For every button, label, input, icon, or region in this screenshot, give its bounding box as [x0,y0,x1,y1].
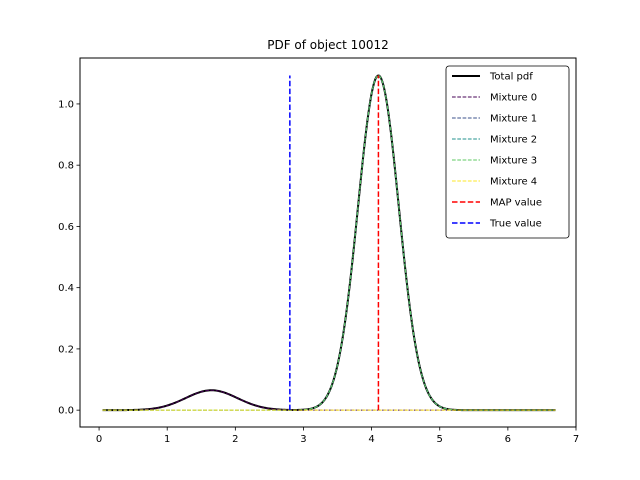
y-tick-label: 0.2 [58,344,74,355]
legend-label-mixture-3: Mixture 3 [490,156,537,167]
legend-label-mixture-2: Mixture 2 [490,135,537,146]
chart-title: PDF of object 10012 [267,38,389,52]
y-axis: 0.0 0.2 0.4 0.6 0.8 1.0 [58,99,80,417]
legend-label-map-value: MAP value [490,198,542,209]
legend-label-mixture-0: Mixture 0 [490,93,537,104]
y-tick-label: 0.0 [58,406,74,417]
y-tick-label: 1.0 [58,99,74,110]
x-tick-label: 5 [437,434,443,445]
legend: Total pdf Mixture 0 Mixture 1 Mixture 2 Mixt… [445,65,570,239]
axes-frame [79,57,577,428]
legend-label-total-pdf: Total pdf [489,72,533,83]
legend-box [445,65,570,239]
legend-label-mixture-1: Mixture 1 [490,114,537,125]
x-tick-label: 7 [573,434,579,445]
y-tick-label: 0.6 [58,222,74,233]
x-tick-label: 3 [300,434,306,445]
x-tick-label: 1 [164,434,170,445]
x-tick-label: 4 [368,434,374,445]
x-axis: 0 1 2 3 4 5 6 7 [96,427,579,445]
y-tick-label: 0.8 [58,161,74,172]
y-tick-label: 0.4 [58,283,74,294]
x-tick-label: 2 [232,434,238,445]
plot-area [102,74,556,412]
x-tick-label: 6 [505,434,511,445]
legend-label-mixture-4: Mixture 4 [490,177,537,188]
legend-label-true-value: True value [489,219,542,230]
x-tick-label: 0 [96,434,102,445]
